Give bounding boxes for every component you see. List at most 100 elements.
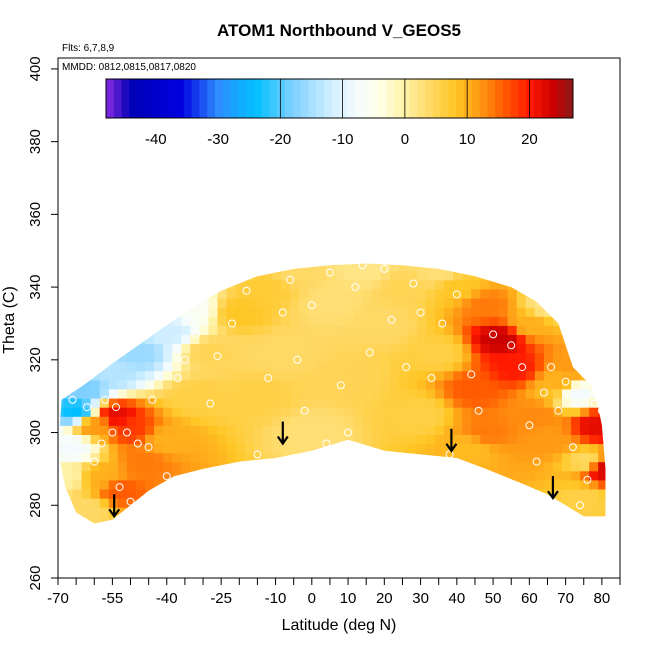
field-cell (290, 361, 300, 372)
field-cell (516, 288, 527, 299)
field-cell (163, 443, 173, 454)
field-cell (335, 398, 346, 408)
field-cell (136, 388, 146, 399)
field-cell (435, 425, 445, 435)
field-cell (435, 298, 445, 308)
field-cell (372, 244, 382, 254)
field-cell (290, 434, 300, 445)
field-cell (407, 398, 418, 408)
field-cell (163, 407, 173, 417)
field-cell (281, 263, 291, 272)
field-cell (534, 270, 545, 281)
arrow-head (108, 508, 121, 519)
field-cell (181, 516, 191, 524)
field-cell (589, 443, 599, 454)
field-cell (308, 270, 318, 281)
field-cell (598, 279, 606, 290)
field-cell (398, 507, 409, 517)
field-cell (190, 288, 200, 299)
field-cell (453, 370, 463, 381)
field-cell (58, 516, 65, 524)
field-cell (253, 516, 264, 524)
colorbar-swatch (565, 79, 574, 118)
field-cell (471, 525, 481, 535)
field-cell (73, 525, 83, 535)
field-cell (117, 488, 128, 499)
field-cell (126, 343, 137, 354)
field-cell (426, 470, 436, 481)
field-cell (607, 380, 617, 390)
field-cell (271, 263, 282, 272)
field-cell (235, 479, 246, 490)
field-cell (126, 452, 137, 463)
field-cell (290, 279, 300, 290)
field-cell (208, 379, 219, 390)
field-cell (118, 244, 128, 254)
field-cell (598, 253, 608, 263)
field-cell (271, 298, 282, 308)
field-cell (99, 316, 110, 326)
field-cell (426, 488, 436, 499)
field-cell (99, 407, 110, 417)
field-cell (181, 316, 191, 326)
field-cell (226, 479, 237, 490)
field-cell (172, 452, 182, 463)
field-cell (571, 398, 581, 408)
field-cell (371, 316, 382, 326)
field-cell (534, 498, 545, 508)
field-cell (335, 479, 346, 490)
field-cell (172, 298, 182, 308)
field-cell (208, 307, 219, 317)
field-cell (353, 370, 364, 381)
sample-point (264, 374, 273, 382)
field-cell (99, 298, 110, 308)
field-cell (58, 398, 65, 408)
field-cell (253, 343, 264, 354)
field-cell (181, 298, 191, 308)
field-cell (326, 461, 336, 472)
field-cell (344, 279, 355, 290)
field-cell (190, 479, 200, 490)
field-cell (489, 361, 500, 372)
field-cell (126, 361, 137, 372)
field-cell (390, 253, 400, 263)
field-cell (244, 316, 255, 326)
field-cell (407, 288, 418, 299)
field-cell (435, 352, 445, 363)
field-cell (271, 407, 282, 417)
field-cell (81, 470, 92, 481)
field-cell (72, 498, 83, 508)
field-cell (63, 479, 74, 490)
field-cell (525, 370, 536, 381)
field-cell (444, 334, 454, 345)
field-cell (317, 279, 327, 290)
field-cell (117, 316, 128, 326)
field-cell (262, 498, 273, 508)
field-cell (417, 334, 427, 345)
field-cell (607, 525, 617, 535)
field-cell (235, 516, 246, 524)
field-cell (589, 388, 599, 399)
field-cell (99, 334, 110, 345)
field-cell (126, 488, 137, 499)
field-cell (571, 279, 581, 290)
field-cell (462, 379, 472, 390)
field-cell (508, 244, 518, 254)
field-cell (217, 488, 228, 499)
field-cell (435, 253, 445, 263)
field-cell (580, 525, 590, 535)
field-cell (299, 425, 309, 435)
field-cell (562, 325, 572, 335)
y-axis-label: Theta (C) (1, 286, 18, 354)
field-cell (226, 288, 237, 299)
field-cell (136, 288, 146, 299)
field-cell (181, 352, 191, 363)
field-cell (381, 253, 391, 263)
field-cell (389, 434, 400, 445)
field-cell (209, 253, 219, 263)
field-cell (126, 407, 137, 417)
field-cell (526, 525, 536, 535)
sample-point (325, 268, 334, 277)
field-cell (299, 334, 309, 345)
field-cell (471, 425, 481, 435)
